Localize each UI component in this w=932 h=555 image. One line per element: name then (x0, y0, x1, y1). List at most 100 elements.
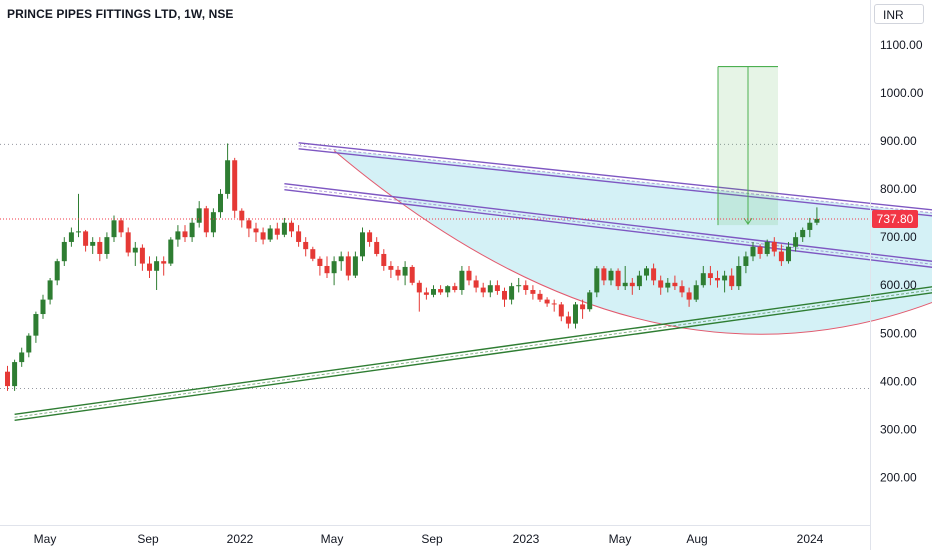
candle (551, 299, 557, 312)
candle-body (324, 265, 330, 274)
candle-body (97, 241, 103, 254)
candle-body (423, 292, 429, 295)
candle (757, 244, 763, 259)
candle-body (594, 268, 600, 293)
candle (473, 275, 479, 293)
candle (118, 217, 124, 238)
candle-body (537, 293, 543, 300)
candle (54, 258, 60, 286)
candle-body (565, 316, 571, 324)
candle (778, 244, 784, 266)
candle-body (473, 280, 479, 288)
upper-channel-line-bottom (298, 148, 932, 217)
candle (573, 302, 578, 329)
candle-body (289, 222, 294, 232)
candle (764, 239, 770, 257)
candle-body (125, 232, 131, 253)
price-tick-label: 900.00 (880, 134, 917, 148)
support-trend-line-mid (14, 289, 932, 418)
candle (253, 222, 259, 242)
price-tick-label: 300.00 (880, 422, 917, 436)
candle-body (210, 212, 216, 233)
candle (700, 265, 706, 288)
candle-body (587, 292, 593, 310)
candle (459, 265, 465, 295)
candle-body (431, 289, 436, 295)
price-tick-label: 600.00 (880, 278, 917, 292)
candle-body (544, 299, 550, 304)
candle-body (352, 256, 358, 276)
candle (807, 217, 813, 238)
candle (544, 297, 550, 307)
candle (331, 256, 337, 286)
candle (516, 277, 522, 293)
candle-body (771, 241, 777, 252)
candle-body (665, 282, 671, 288)
candle (26, 333, 32, 358)
candle-body (303, 241, 309, 250)
candle (771, 237, 777, 257)
candle-body (374, 241, 380, 254)
candle-body (686, 292, 692, 300)
candle (722, 270, 728, 293)
candle-body (253, 228, 259, 233)
candle-body (147, 263, 152, 271)
candle-body (5, 371, 10, 387)
candle (360, 227, 365, 262)
candle-body (530, 290, 536, 294)
candle (225, 143, 231, 199)
candle (76, 193, 81, 238)
candle-body (629, 282, 635, 287)
candle (608, 268, 614, 286)
candle-body (196, 208, 202, 223)
candle (729, 268, 735, 291)
candle (395, 265, 401, 281)
candle-body (452, 286, 458, 291)
candle (431, 285, 436, 298)
candle-body (367, 232, 373, 242)
candle (47, 277, 53, 305)
candle (651, 263, 657, 286)
candle-body (558, 304, 564, 317)
candle (338, 251, 344, 271)
candle (267, 225, 273, 242)
candle-body (679, 286, 685, 293)
candle-body (132, 247, 138, 253)
candle (558, 302, 564, 322)
candle-body (12, 362, 18, 387)
candle-body (644, 268, 649, 276)
candle (409, 265, 415, 286)
candle (452, 282, 458, 293)
currency-selector[interactable]: INR (874, 4, 924, 24)
candle (672, 275, 678, 291)
candle (587, 290, 593, 312)
candle (5, 365, 10, 391)
middle-channel-line-bottom (284, 189, 932, 268)
candle (289, 220, 294, 238)
candle-body (260, 232, 266, 240)
price-tick-label: 200.00 (880, 470, 917, 484)
candle (296, 225, 302, 247)
candle-body (274, 228, 280, 235)
candle-body (345, 256, 351, 276)
candle-body (736, 265, 742, 287)
candle-body (83, 231, 89, 246)
candle (232, 157, 238, 218)
candle-body (68, 232, 74, 242)
candle-body (764, 241, 770, 254)
candle (97, 237, 103, 262)
candle-body (778, 251, 784, 262)
candle-body (360, 232, 365, 257)
candle (615, 268, 621, 291)
candle-body (267, 228, 273, 240)
candle-body (693, 285, 699, 300)
candle-body (338, 256, 344, 262)
candle-body (33, 314, 39, 336)
candle-body (154, 261, 160, 271)
candle-body (61, 241, 67, 262)
candle-body (218, 193, 223, 213)
price-tick-label: 1100.00 (880, 38, 923, 52)
